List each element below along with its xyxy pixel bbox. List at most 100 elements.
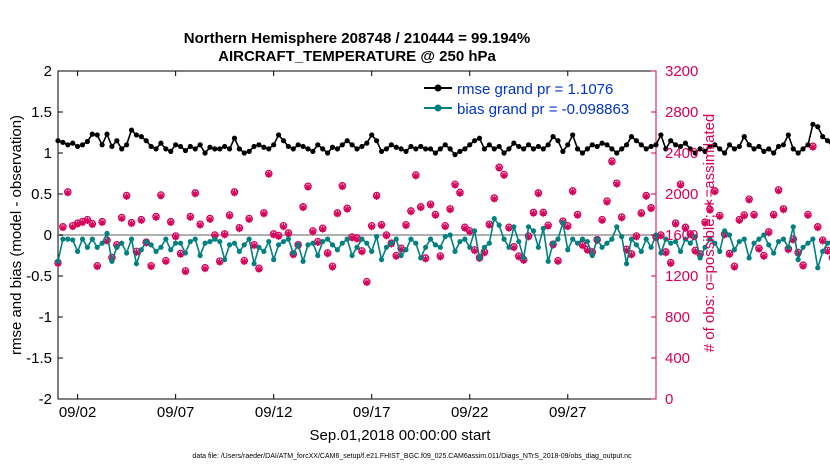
obs-assimilated-point [412,172,420,180]
rmse-point [408,143,414,150]
bias-point [771,250,777,256]
asterisk-stroke [349,235,355,241]
right-tick-label: 1600 [665,227,698,244]
asterisk-stroke [329,264,336,271]
rmse-point [506,146,512,152]
asterisk-stroke [756,246,762,253]
x-tick-label: 09/22 [451,404,489,421]
obs-assimilated-point [64,189,72,197]
obs-assimilated-point [775,187,782,195]
rmse-point [344,138,350,144]
bias-point [756,236,762,242]
bias-point [668,240,674,246]
asterisk-stroke [158,193,164,199]
asterisk-stroke [751,212,757,219]
obs-assimilated-point [745,196,753,204]
obs-assimilated-point [402,222,410,230]
bias-point [60,236,66,242]
bias-point [65,236,71,242]
asterisk-stroke [618,215,625,221]
rmse-point [94,132,100,138]
asterisk-stroke [800,263,806,270]
bias-point [525,224,532,230]
bias-point [295,242,301,248]
rmse-point [570,132,576,138]
asterisk-stroke [471,248,478,254]
rmse-point [751,146,757,152]
obs-assimilated-point [329,263,336,271]
obs-assimilated-point [265,171,273,178]
asterisk-stroke [236,226,243,232]
rmse-point [579,150,586,156]
x-tick-label: 09/12 [255,404,293,421]
rmse-point [231,135,238,141]
obs-assimilated-point [378,222,385,230]
asterisk-stroke [501,172,507,179]
obs-assimilated-point [74,220,82,228]
obs-assimilated-point [172,233,180,241]
obs-assimilated-point [647,205,655,213]
bias-point [418,255,424,261]
obs-assimilated-point [814,224,822,232]
rmse-point [574,146,581,152]
bias-point [599,244,605,250]
rmse-point [589,142,595,148]
bias-point [663,236,669,242]
obs-assimilated-point [182,268,189,276]
asterisk-stroke [172,234,179,240]
rmse-point [731,146,738,152]
asterisk-stroke [535,191,542,197]
obs-assimilated-point [701,219,709,227]
obs-assimilated-point [250,242,258,250]
bias-point [168,247,174,253]
rmse-point [271,142,277,148]
asterisk-stroke [819,238,826,244]
asterisk-stroke [716,213,723,220]
asterisk-stroke [60,224,66,231]
obs-assimilated-point [716,213,724,220]
asterisk-stroke [84,217,91,224]
asterisk-stroke [692,248,699,255]
asterisk-stroke [241,258,248,265]
asterisk-stroke [515,254,522,260]
rmse-point [114,138,120,144]
asterisk-stroke [824,248,830,255]
obs-assimilated-point [750,212,758,219]
obs-assimilated-point [456,190,464,197]
bias-point [231,240,238,246]
obs-assimilated-point [706,207,714,214]
obs-assimilated-point [574,212,581,219]
asterisk-stroke [736,217,743,224]
bias-point [472,228,478,234]
x-tick-label: 09/27 [549,404,587,421]
rmse-point [550,134,556,140]
asterisk-stroke [403,222,409,229]
asterisk-stroke [280,223,287,230]
bias-point [535,244,541,250]
bias-point [261,248,267,254]
asterisk-stroke [452,182,458,189]
obs-assimilated-point [383,232,390,240]
asterisk-stroke [702,220,708,227]
obs-assimilated-point [299,204,307,212]
rmse-point [153,146,159,152]
bias-point [501,236,507,242]
obs-assimilated-point [240,258,248,266]
asterisk-stroke [731,264,738,271]
rmse-point [442,142,448,148]
bias-point [79,236,86,242]
asterisk-stroke [305,184,311,191]
bias-point [432,242,439,248]
asterisk-stroke [363,279,370,286]
obs-assimilated-point [711,188,719,196]
obs-assimilated-point [231,189,238,197]
bias-point [619,234,625,240]
asterisk-stroke [359,249,365,255]
bias-point [413,240,419,246]
obs-assimilated-point [59,224,67,232]
rmse-point [177,143,184,150]
obs-assimilated-point [667,260,675,268]
asterisk-stroke [726,251,733,258]
asterisk-stroke [579,242,586,249]
rmse-point [383,146,390,152]
